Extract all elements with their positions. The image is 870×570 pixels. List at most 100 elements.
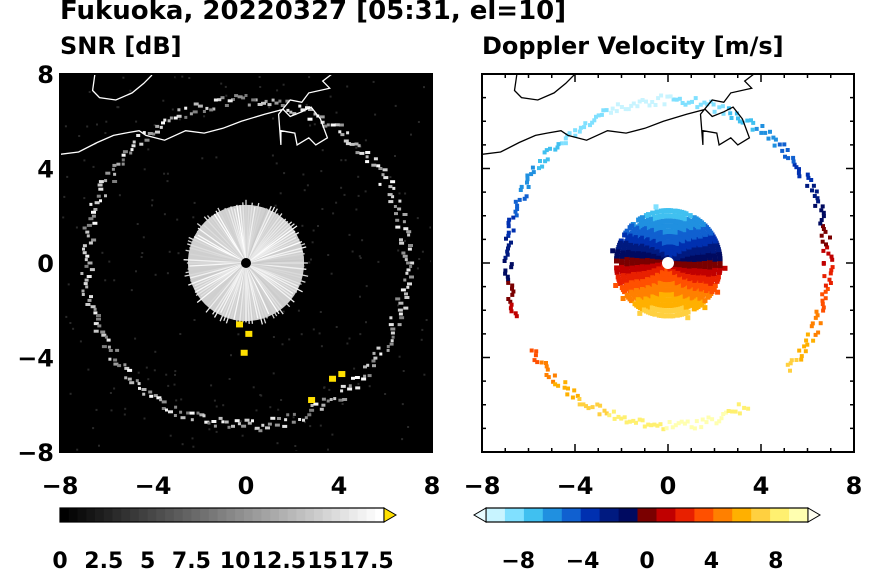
ring-velocity bbox=[513, 209, 518, 214]
center-velocity bbox=[663, 313, 669, 319]
ring-echo bbox=[127, 377, 132, 381]
ring-velocity bbox=[551, 379, 556, 384]
ring-velocity bbox=[797, 167, 801, 172]
ring-echo bbox=[207, 421, 211, 425]
ring-velocity bbox=[820, 292, 825, 297]
ring-velocity bbox=[578, 125, 583, 130]
ring-velocity bbox=[506, 230, 511, 235]
noise-speck bbox=[72, 327, 75, 330]
noise-speck bbox=[317, 225, 319, 227]
ring-echo bbox=[274, 101, 279, 105]
noise-speck bbox=[259, 86, 262, 88]
noise-speck bbox=[178, 118, 181, 121]
noise-speck bbox=[421, 328, 424, 331]
coastline bbox=[60, 74, 333, 155]
colorbar-tick-label: 17.5 bbox=[339, 549, 393, 570]
ring-velocity bbox=[782, 142, 787, 147]
ring-echo bbox=[270, 416, 276, 420]
ring-echo bbox=[340, 384, 346, 388]
ring-echo bbox=[265, 426, 270, 430]
ring-velocity bbox=[573, 133, 578, 138]
noise-speck bbox=[193, 319, 196, 321]
noise-speck bbox=[108, 260, 111, 263]
ring-echo bbox=[199, 413, 205, 417]
ring-echo bbox=[86, 223, 92, 227]
ring-echo bbox=[403, 306, 409, 310]
ring-echo bbox=[406, 261, 411, 265]
ring-velocity bbox=[821, 248, 826, 253]
ring-echo bbox=[81, 293, 85, 296]
noise-speck bbox=[301, 224, 304, 227]
ring-echo bbox=[378, 182, 382, 186]
noise-speck bbox=[271, 154, 274, 157]
ring-echo bbox=[184, 115, 188, 119]
snr-colorbar: 0 2.5 5 7.5 10 12.5 15 17.5 bbox=[52, 507, 397, 570]
ring-velocity bbox=[570, 395, 575, 400]
ring-velocity bbox=[631, 418, 636, 423]
ring-echo bbox=[372, 364, 376, 368]
ring-echo bbox=[278, 99, 282, 103]
ring-velocity bbox=[820, 298, 825, 303]
noise-speck bbox=[240, 420, 242, 423]
colorbar-swatch bbox=[637, 508, 657, 522]
ring-velocity bbox=[503, 255, 508, 260]
colorbar-swatch bbox=[486, 508, 506, 522]
ring-echo bbox=[390, 180, 396, 184]
ring-velocity bbox=[771, 135, 776, 140]
ring-echo bbox=[218, 416, 223, 420]
noise-speck bbox=[224, 85, 227, 88]
noise-speck bbox=[92, 165, 95, 168]
ring-echo bbox=[89, 268, 95, 272]
ring-echo bbox=[382, 168, 388, 172]
ring-echo bbox=[399, 241, 405, 245]
ring-velocity bbox=[506, 246, 510, 251]
ring-velocity bbox=[674, 97, 679, 102]
noise-speck bbox=[319, 311, 322, 313]
ring-velocity bbox=[813, 332, 818, 337]
ring-velocity bbox=[820, 204, 825, 209]
noise-speck bbox=[329, 95, 332, 98]
ring-echo bbox=[202, 110, 206, 113]
noise-speck bbox=[348, 337, 351, 340]
noise-speck bbox=[153, 369, 156, 372]
noise-speck bbox=[143, 168, 146, 171]
noise-speck bbox=[410, 133, 412, 136]
noise-speck bbox=[96, 123, 98, 126]
noise-speck bbox=[222, 404, 225, 407]
center-velocity bbox=[610, 248, 616, 254]
noise-speck bbox=[401, 403, 404, 406]
x-tick-label: −4 bbox=[135, 472, 172, 500]
ring-velocity bbox=[826, 251, 831, 256]
ring-echo bbox=[395, 225, 401, 229]
ring-echo bbox=[355, 386, 361, 390]
noise-speck bbox=[166, 172, 169, 175]
noise-speck bbox=[303, 189, 306, 192]
center-velocity bbox=[614, 258, 619, 264]
center-velocity bbox=[629, 298, 635, 304]
ring-echo bbox=[93, 208, 98, 211]
colorbar-tick-label: 8 bbox=[768, 549, 783, 570]
ring-echo bbox=[251, 98, 257, 102]
ring-velocity bbox=[813, 315, 818, 320]
colorbar-tick-label: 12.5 bbox=[252, 549, 306, 570]
colorbar-swatch bbox=[770, 508, 790, 522]
ring-echo bbox=[304, 416, 308, 420]
colorbar-swatch bbox=[235, 508, 245, 522]
noise-speck bbox=[305, 103, 308, 106]
x-tick-label: −8 bbox=[464, 472, 501, 500]
ring-echo bbox=[267, 103, 272, 107]
noise-speck bbox=[357, 175, 360, 178]
ring-echo bbox=[84, 258, 88, 262]
center-velocity bbox=[697, 262, 703, 268]
colorbar-swatch bbox=[208, 508, 219, 522]
ring-velocity bbox=[563, 136, 568, 141]
ring-velocity bbox=[794, 165, 799, 170]
ring-echo bbox=[399, 238, 403, 242]
noise-speck bbox=[404, 239, 406, 242]
ring-velocity bbox=[799, 354, 804, 359]
ring-echo bbox=[87, 261, 93, 265]
ring-velocity bbox=[656, 96, 661, 101]
ring-echo bbox=[373, 356, 378, 360]
ring-velocity bbox=[740, 120, 745, 125]
ring-echo bbox=[163, 118, 167, 122]
